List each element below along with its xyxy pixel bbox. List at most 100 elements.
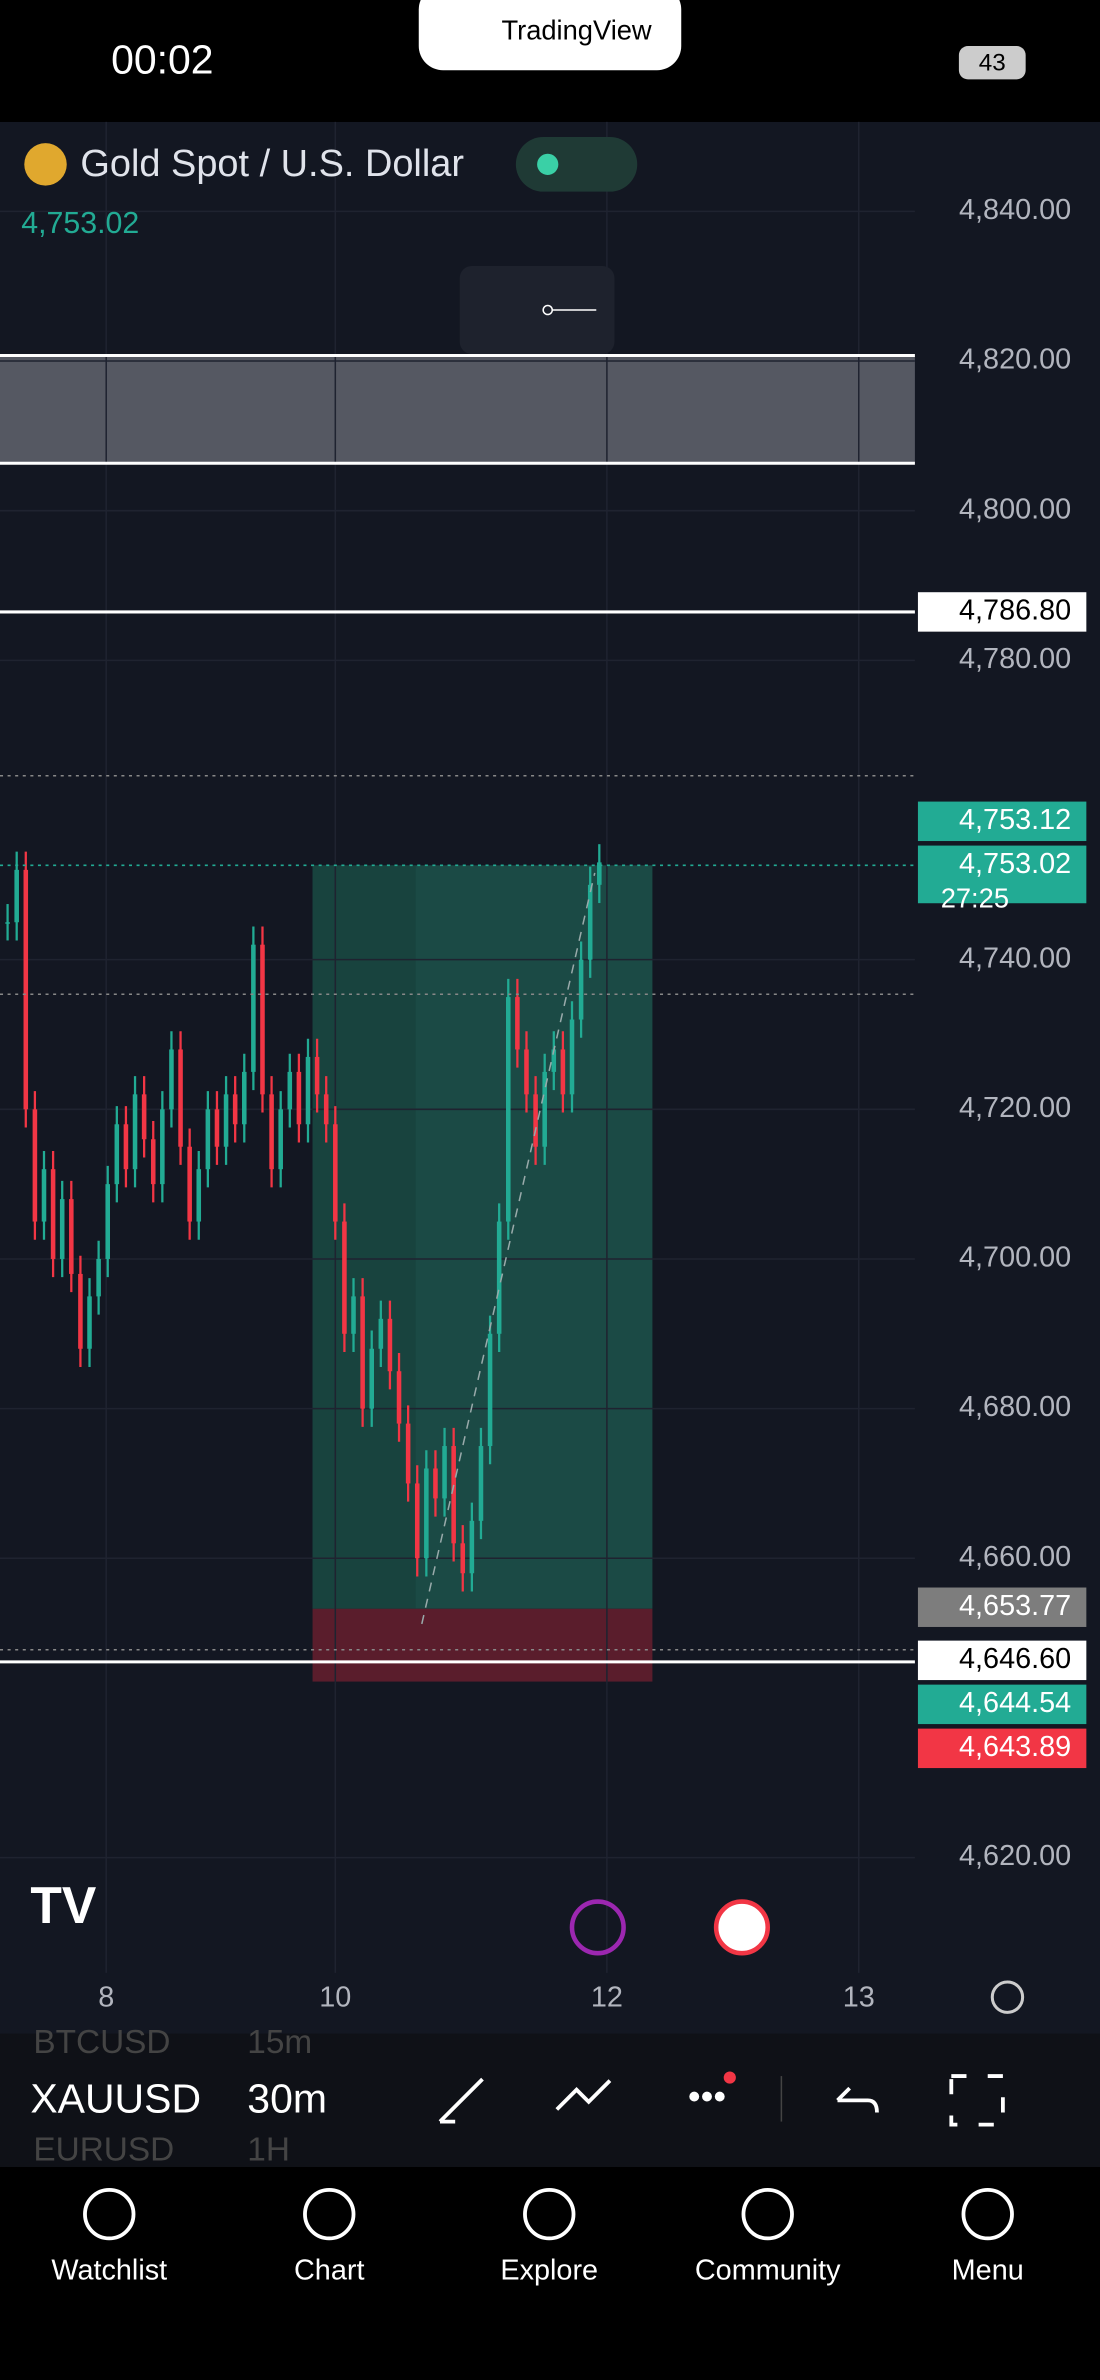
toolbar-symbol[interactable]: XAUUSD	[30, 2076, 201, 2122]
nav-icon[interactable]	[961, 2187, 1014, 2241]
settings-icon[interactable]	[990, 1980, 1025, 2014]
price-tick: 4,720.00	[959, 1092, 1071, 1124]
candle-body	[578, 959, 584, 1020]
time-label: 13	[843, 1981, 875, 2013]
nav-label[interactable]: Chart	[294, 2254, 364, 2286]
price-tick: 4,740.00	[959, 942, 1071, 974]
nav-icon[interactable]	[741, 2187, 794, 2241]
candle-body	[160, 1109, 165, 1185]
tv-logo: TV	[30, 1876, 97, 1934]
undo-icon[interactable]	[836, 2086, 879, 2113]
nav-icon[interactable]	[523, 2187, 576, 2241]
candle-body	[105, 1184, 110, 1259]
candle-body	[251, 944, 256, 1072]
fullscreen-icon[interactable]	[949, 2074, 1005, 2127]
candle-body	[278, 1109, 283, 1170]
price-label: 4,753.12	[959, 804, 1071, 836]
price-label-bg	[917, 1587, 1087, 1627]
candle-body	[314, 1056, 320, 1095]
gold-icon	[24, 143, 67, 186]
battery-level: 43	[979, 50, 1006, 77]
toolbar-interval[interactable]: 30m	[247, 2076, 327, 2122]
nav-label[interactable]: Community	[695, 2254, 841, 2286]
candle-body	[442, 1446, 447, 1499]
ghost-interval: 15m	[247, 2024, 312, 2061]
symbol-name[interactable]: Gold Spot / U.S. Dollar	[80, 143, 464, 185]
brand-pill	[418, 0, 682, 71]
candle-body	[496, 1221, 502, 1334]
nav-icon[interactable]	[83, 2187, 136, 2241]
candle-body	[323, 1094, 329, 1125]
price-label-bg	[917, 1640, 1087, 1681]
price-label: 4,644.54	[959, 1687, 1071, 1719]
candle-body	[5, 922, 10, 924]
price-label: 4,643.89	[959, 1731, 1071, 1763]
profit-zone-left	[312, 865, 416, 1609]
candle-body	[187, 1146, 192, 1222]
candle-body	[414, 1483, 420, 1559]
path-line	[421, 872, 596, 1625]
candle-body	[487, 1333, 493, 1447]
candle-body	[132, 1094, 138, 1170]
toolbar-bg	[0, 2033, 1100, 2168]
nav-label[interactable]: Watchlist	[51, 2254, 167, 2286]
candle-body	[478, 1446, 484, 1521]
time-label: 12	[591, 1981, 623, 2013]
price-label: 4,753.02	[959, 848, 1071, 880]
more-icon[interactable]: •••	[688, 2075, 726, 2116]
ghost-interval: 1H	[247, 2132, 290, 2169]
candle-body	[87, 1296, 92, 1349]
nav-icon[interactable]	[303, 2187, 356, 2241]
candle-body	[141, 1094, 147, 1140]
countdown: 27:25	[941, 882, 1009, 913]
price-tick: 4,780.00	[959, 643, 1071, 675]
candle-body	[424, 1468, 429, 1559]
candle-body	[515, 997, 520, 1050]
price-tick: 4,700.00	[959, 1242, 1071, 1274]
candle-body	[433, 1468, 438, 1499]
candle-body	[405, 1423, 411, 1484]
nav-label[interactable]: Menu	[952, 2254, 1024, 2286]
candle-body	[223, 1094, 229, 1147]
candle-body	[169, 1049, 174, 1110]
candle-body	[260, 944, 265, 1095]
price-label: 4,646.60	[959, 1643, 1071, 1675]
price-tick: 4,680.00	[959, 1391, 1071, 1423]
nav-bg	[0, 2167, 1100, 2380]
trend-icon[interactable]	[555, 2079, 612, 2111]
drawing-toolbar[interactable]	[459, 266, 615, 354]
candle-body	[178, 1049, 183, 1147]
candle-body	[242, 1071, 247, 1125]
loss-zone	[312, 1608, 653, 1682]
candle-body	[551, 1049, 557, 1072]
ghost-symbol: EURUSD	[33, 2132, 174, 2169]
candle-body	[387, 1318, 393, 1372]
candle-body	[205, 1109, 211, 1170]
draw-icon[interactable]	[438, 2077, 484, 2124]
candle-body	[123, 1124, 129, 1170]
price-tick: 4,620.00	[959, 1840, 1071, 1872]
candle-body	[569, 1019, 575, 1095]
price-tick: 4,820.00	[959, 344, 1071, 376]
events-icon[interactable]	[569, 1899, 626, 1956]
candle-body	[469, 1520, 475, 1574]
candle-body	[14, 869, 19, 923]
candle-body	[150, 1139, 156, 1185]
candle-body	[524, 1049, 529, 1095]
flag-icon[interactable]	[713, 1899, 770, 1956]
price-tick: 4,660.00	[959, 1541, 1071, 1573]
candle-body	[542, 1071, 547, 1147]
candle-body	[396, 1371, 402, 1424]
nav-label[interactable]: Explore	[500, 2254, 598, 2286]
market-open	[537, 153, 559, 175]
status-pill[interactable]	[515, 137, 638, 192]
candle-body	[69, 1199, 74, 1274]
price-label-bg	[917, 845, 1087, 904]
candle-body	[41, 1169, 47, 1222]
candle-body	[369, 1348, 374, 1409]
candle-body	[269, 1094, 274, 1170]
candle-body	[114, 1124, 120, 1185]
candle-body	[296, 1071, 302, 1125]
time-label: 8	[98, 1981, 114, 2013]
